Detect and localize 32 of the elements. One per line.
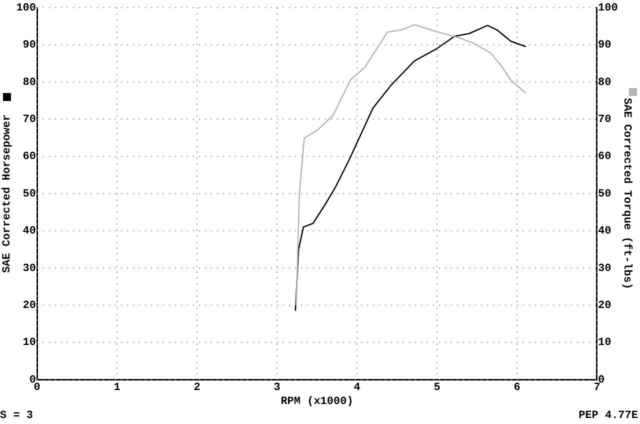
y-tick-label: 20 [22,300,36,312]
y2-tick-label: 60 [598,151,612,164]
y2-tick-label: 50 [598,188,612,200]
y2-tick-label: 90 [598,40,612,52]
y-tick-label: 40 [22,226,36,238]
y-tick-label: 100 [16,2,36,14]
y-tick-label: 80 [22,76,36,89]
y2-axis-title: SAE Corrected Torque (ft-lbs) [620,98,634,290]
x-tick-label: 2 [194,382,200,394]
y-tick-label: 50 [22,188,36,200]
x-axis-title: RPM (x1000) [280,396,354,408]
y2-tick-label: 100 [598,2,618,14]
y-tick-label: 60 [22,151,36,164]
y-tick-label: 30 [22,262,36,275]
x-tick-label: 7 [594,382,600,394]
y2-tick-label: 70 [598,114,612,126]
y2-tick-label: 30 [598,262,612,275]
x-tick-label: 6 [514,382,520,394]
y2-tick-label: 20 [598,300,612,312]
y2-tick-label: 80 [598,76,612,89]
x-tick-label: 5 [434,382,441,394]
x-tick-label: 3 [274,382,281,394]
y-tick-label: 70 [22,114,36,126]
text: PEP 4.77E [578,410,638,422]
y-tick-label: 10 [22,337,36,350]
y2-tick-label: 40 [598,226,612,238]
x-tick-label: 4 [354,382,361,394]
text: S = 3 [0,410,34,422]
y-axis-title: SAE Corrected Horsepower [1,114,14,273]
x-tick-label: 1 [114,382,121,394]
y-tick-label: 90 [22,40,36,52]
y2-tick-label: 10 [598,337,612,350]
